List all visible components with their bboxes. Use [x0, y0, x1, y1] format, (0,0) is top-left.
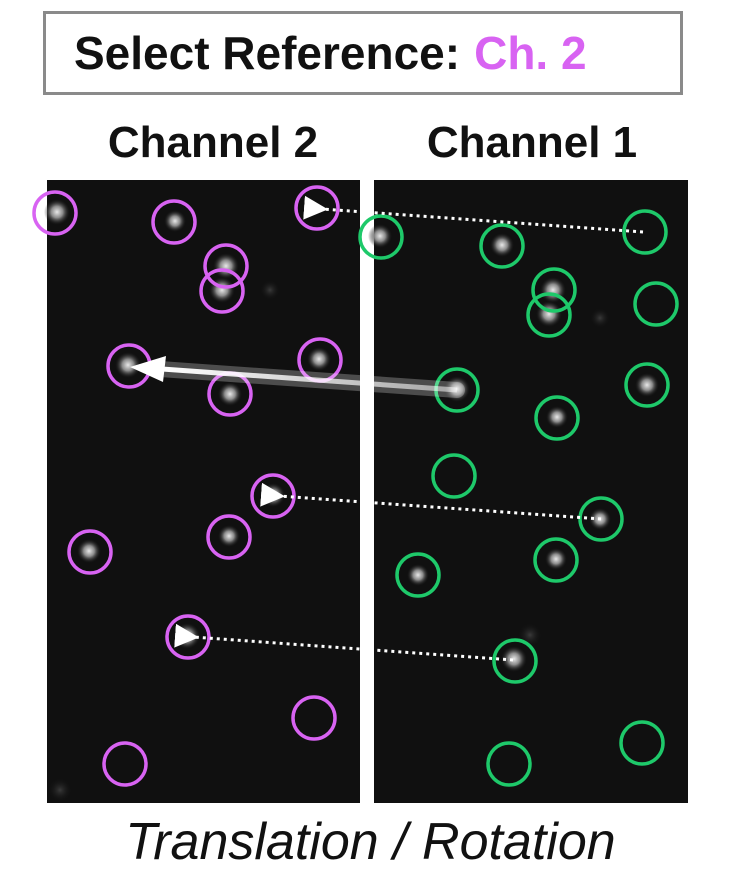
channel-1-image — [374, 180, 688, 803]
channel-1-title: Channel 1 — [426, 118, 638, 167]
reference-value: Ch. 2 — [474, 27, 587, 79]
caption: Translation / Rotation — [125, 813, 616, 871]
reference-label: Select Reference: — [74, 27, 461, 79]
channel-2-panel — [32, 180, 360, 803]
correspondence-arrows — [130, 195, 644, 662]
channel-1-panel — [358, 180, 688, 803]
channel-2-image — [47, 180, 360, 803]
channel-1-markers — [358, 209, 679, 787]
dotted-arrow-3 — [174, 623, 514, 662]
channel-1-spots — [368, 224, 659, 672]
solid-arrow-head — [130, 356, 166, 382]
reference-selector[interactable]: Select Reference: Ch. 2 — [43, 11, 683, 95]
dotted-arrow-2 — [260, 482, 602, 521]
channel-2-markers — [32, 185, 343, 787]
solid-arrow-shaft — [161, 366, 458, 393]
dotted-arrow-1 — [303, 195, 644, 234]
channel-2-title: Channel 2 — [107, 118, 319, 167]
